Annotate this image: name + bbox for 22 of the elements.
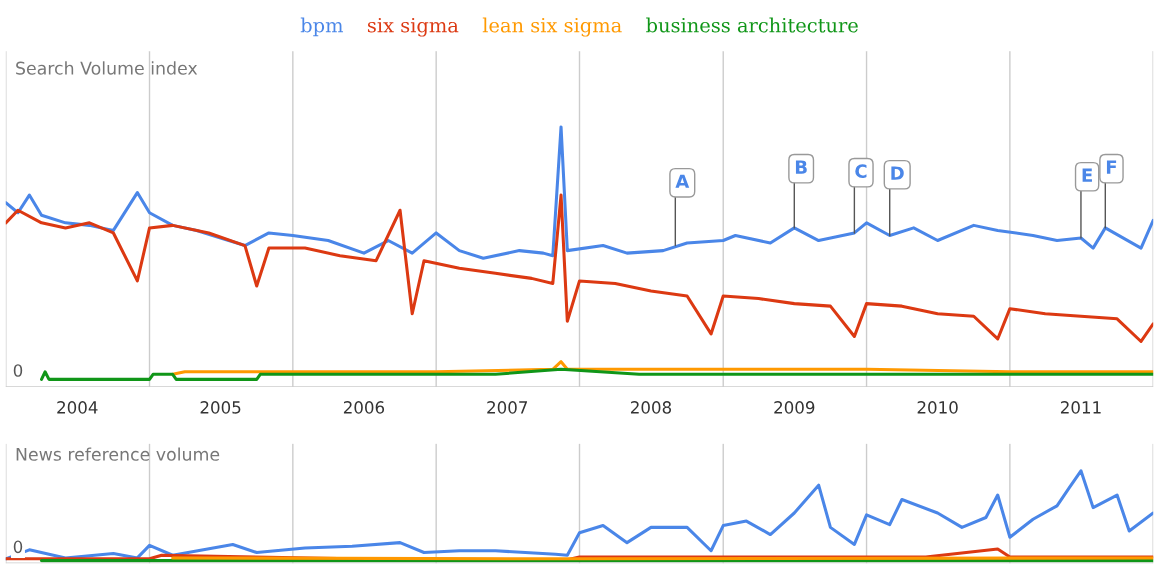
annotation: F <box>1106 160 1117 174</box>
x-tick-label: 2009 <box>774 401 815 414</box>
x-tick-label: 2010 <box>917 401 958 414</box>
annotation: C <box>855 164 867 178</box>
chart-title: News reference volume <box>16 447 220 461</box>
annotation: A <box>675 174 690 188</box>
x-tick-label: 2007 <box>487 401 528 414</box>
annotation: 0 <box>13 364 23 377</box>
annotation: D <box>891 166 904 180</box>
annotation: 0 <box>13 540 23 554</box>
chart-title: Search Volume index <box>16 61 198 75</box>
x-tick-label: 2011 <box>1060 401 1101 414</box>
text: business architecture <box>646 17 858 33</box>
x-tick-label: 2008 <box>630 401 672 414</box>
annotation: B <box>795 160 807 174</box>
text: six sigma <box>367 17 459 37</box>
x-tick-label: 2006 <box>343 401 385 414</box>
text: bpm <box>300 17 343 37</box>
x-tick-label: 2004 <box>57 401 98 414</box>
x-tick-label: 2005 <box>200 401 241 414</box>
text: lean six sigma <box>482 17 622 37</box>
annotation: E <box>1082 168 1092 182</box>
